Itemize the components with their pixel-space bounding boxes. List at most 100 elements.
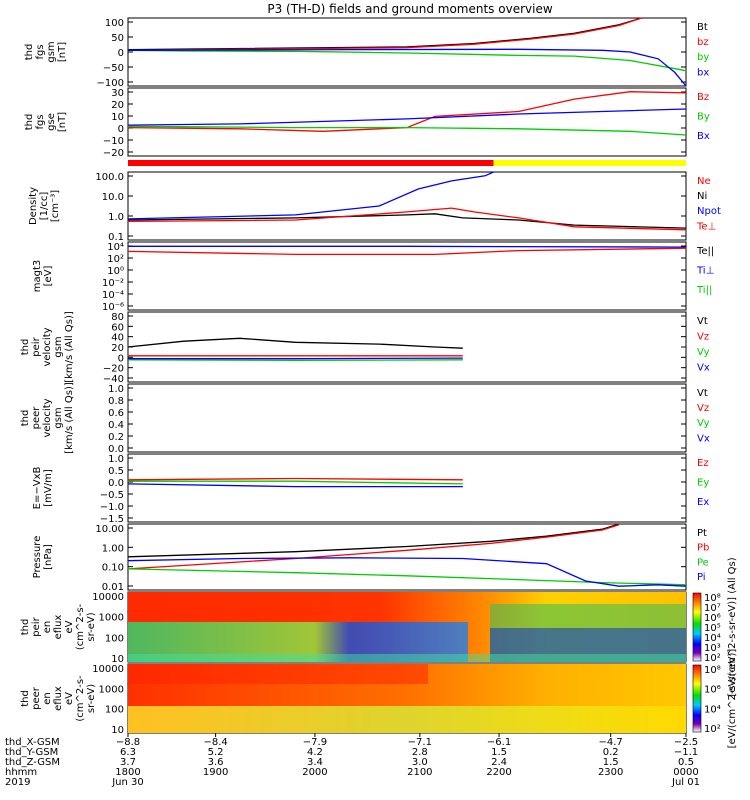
y-axis-label: gsm <box>53 407 64 428</box>
x-row-value: 5.2 <box>208 747 224 758</box>
y-tick-label: 0.01 <box>102 582 124 593</box>
legend-Vt: Vt <box>697 388 708 399</box>
legend-Vy: Vy <box>697 347 710 358</box>
series-Pi <box>127 557 687 587</box>
y-tick-label: −0.5 <box>100 490 124 501</box>
y-axis-label: [km/s (All Qs)] <box>64 382 75 454</box>
y-tick-label: 100 <box>105 633 124 644</box>
y-axis-label: thd <box>20 619 31 636</box>
y-tick-label: −1.5 <box>100 514 124 525</box>
y-axis-label: velocity <box>42 327 53 366</box>
y-axis-label: Pressure <box>32 536 43 579</box>
legend-Pb: Pb <box>697 543 709 554</box>
series-Te⊥ <box>127 247 687 256</box>
x-row-value: 2.8 <box>412 747 428 758</box>
y-tick-label: 20 <box>111 343 124 354</box>
series-By <box>127 125 687 136</box>
y-tick-label: 10⁴ <box>107 242 124 253</box>
y-axis-label: eV <box>64 620 75 633</box>
y-axis-label: peir <box>31 336 42 356</box>
legend-Ti||: Ti|| <box>696 285 712 296</box>
y-axis-label: eV <box>64 692 75 705</box>
series-Vy <box>127 359 463 362</box>
panel-frame <box>127 241 687 311</box>
y-axis-label: [1/cc] <box>39 192 50 221</box>
y-tick-label: 0 <box>118 124 124 135</box>
colorbar-tick: 10⁶ <box>704 685 721 696</box>
y-tick-label: 0 <box>118 48 124 59</box>
panel-frame <box>127 311 687 383</box>
y-axis-label: peer <box>31 406 42 430</box>
series-bz <box>127 17 642 51</box>
series-Ni <box>127 213 687 229</box>
colorbar-tick: 10⁴ <box>704 633 721 644</box>
y-axis-label: fgs <box>35 44 46 59</box>
x-row-value: −8.4 <box>203 737 227 748</box>
y-tick-label: −1.0 <box>100 502 124 513</box>
y-tick-label: 0.0 <box>108 478 124 489</box>
series-Pb <box>127 524 620 570</box>
x-row-value: 0.2 <box>603 747 619 758</box>
colorbar-label: [eV/(cm^2-s-sr-eV)] <box>727 649 738 749</box>
legend-By: By <box>697 111 710 122</box>
legend-Vz: Vz <box>697 332 709 343</box>
y-axis-label: eflux <box>53 615 64 640</box>
y-tick-label: 10⁻⁶ <box>102 302 124 313</box>
x-row-label: thd_Z-GSM <box>5 757 60 768</box>
y-tick-label: 10000 <box>92 664 124 675</box>
colorbar-tick: 10⁸ <box>704 665 721 676</box>
colorbar-tick: 10² <box>704 724 721 735</box>
legend-Ez: Ez <box>697 458 709 469</box>
y-tick-label: 100.0 <box>95 172 124 183</box>
legend-Pe: Pe <box>697 557 709 568</box>
x-row-value: −4.7 <box>599 737 623 748</box>
x-row-value: 3.4 <box>307 757 323 768</box>
y-tick-label: 10.00 <box>95 524 124 535</box>
panel-fgs_gsm: 100 50 0 −50 −100 thd fgs gsm [nT] Bt bz by bx <box>24 17 709 89</box>
series-Ez <box>127 477 463 481</box>
legend-Ex: Ex <box>697 497 709 508</box>
y-tick-label: 0.5 <box>108 466 124 477</box>
x-row-value: 1.5 <box>491 747 507 758</box>
legend-Vt: Vt <box>697 316 708 327</box>
panel-frame <box>127 453 687 523</box>
x-row-value: −8.8 <box>116 737 140 748</box>
legend-Vy: Vy <box>697 418 710 429</box>
panel-frame <box>127 523 687 591</box>
legend-bz: bz <box>697 37 709 48</box>
y-axis-label: thd <box>24 114 35 131</box>
x-row-value: 2000 <box>302 767 327 778</box>
y-tick-label: 10.0 <box>102 192 124 203</box>
x-row-value: −2.5 <box>674 737 698 748</box>
y-axis-label: en <box>42 692 53 705</box>
series-Ti⊥ <box>128 245 687 248</box>
y-tick-label: 60 <box>111 322 124 333</box>
y-axis-label: Density <box>28 187 39 225</box>
legend-Ey: Ey <box>697 477 709 488</box>
legend-Bz: Bz <box>697 92 709 103</box>
y-axis-label: magt3 <box>32 260 43 293</box>
x-row-value: Jul 01 <box>671 777 700 788</box>
y-axis-label: peer <box>31 686 42 710</box>
colorbar-tick: 10⁵ <box>704 623 721 634</box>
y-axis-label: thd <box>20 339 31 356</box>
panel-peer_velocity: 1.00.80.60.40.20.0 thd peer velocity gsm [km/… <box>20 382 710 455</box>
x-row-value: 4.2 <box>307 747 323 758</box>
y-tick-label: 10 <box>111 725 124 736</box>
y-tick-label: 10⁻⁴ <box>102 290 124 301</box>
y-axis-label: gse <box>46 113 57 131</box>
legend-Ni: Ni <box>697 191 707 202</box>
x-row-value: 2100 <box>407 767 432 778</box>
y-tick-label: 30 <box>111 88 124 99</box>
panel-density: 100.0 10.0 1.0 0.1 Density [1/cc] [cm⁻³] Ne Ni Np… <box>28 171 721 243</box>
y-axis-label: [cm⁻³] <box>50 190 61 222</box>
y-tick-label: 10⁻² <box>102 278 124 289</box>
y-tick-label: 10⁰ <box>107 266 124 277</box>
legend-Npot: Npot <box>697 206 721 217</box>
y-tick-label: 0.10 <box>102 563 124 574</box>
x-row-value: 6.3 <box>120 747 136 758</box>
x-row-value: 0000 <box>673 767 698 778</box>
